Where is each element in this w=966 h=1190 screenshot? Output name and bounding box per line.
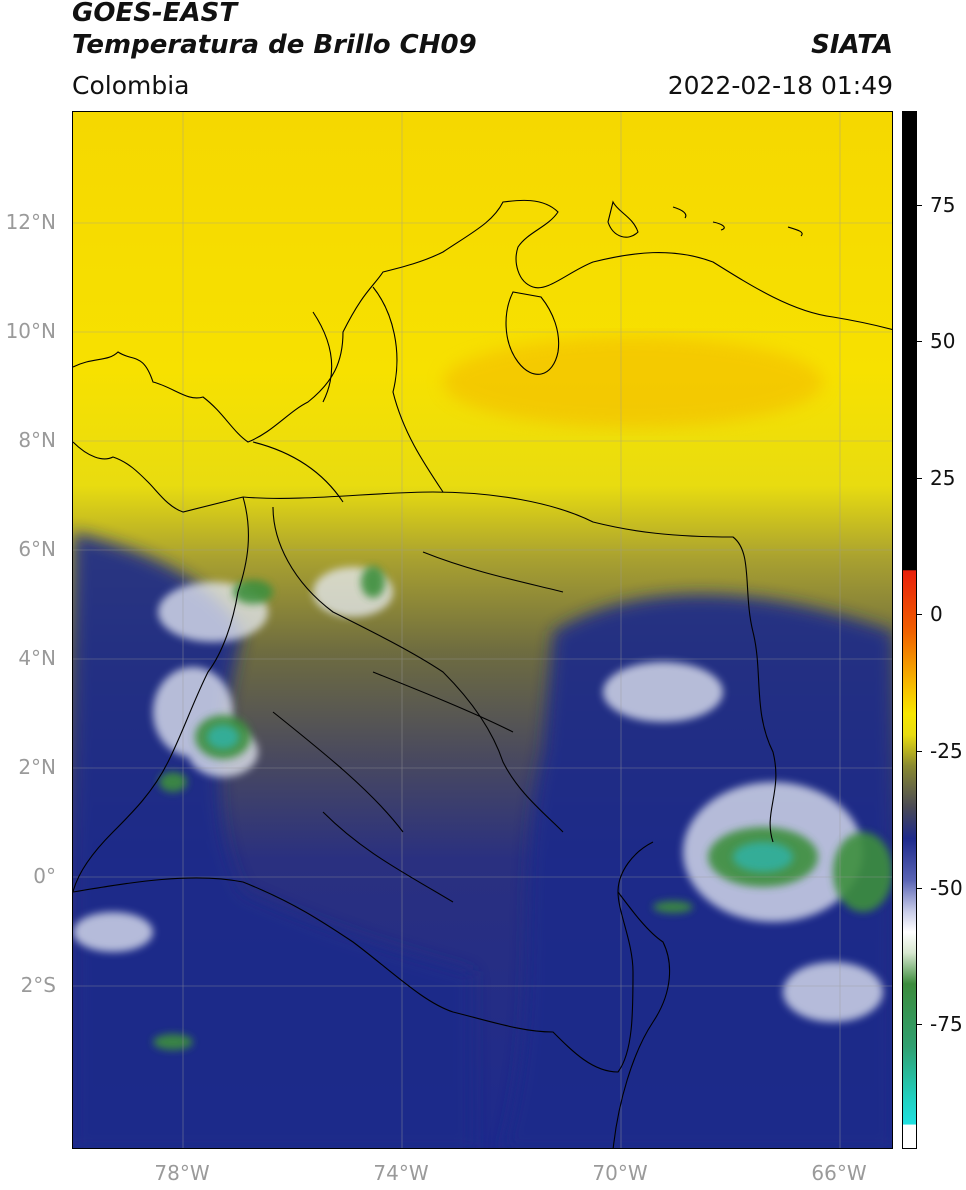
lon-label-66w: 66°W xyxy=(811,1161,867,1185)
satellite-map[interactable] xyxy=(72,111,893,1149)
lat-label-10n: 10°N xyxy=(5,319,56,343)
colorbar-label-minus50: -50 xyxy=(930,876,963,900)
colorbar-tick-mark xyxy=(917,751,922,752)
colorbar-label-25: 25 xyxy=(930,466,956,490)
lat-label-6n: 6°N xyxy=(18,537,56,561)
department-borders-1 xyxy=(272,506,564,833)
region-label: Colombia xyxy=(72,71,190,100)
colorbar-label-50: 50 xyxy=(930,329,956,353)
colorbar-tick-mark xyxy=(917,205,922,206)
brazil-border xyxy=(612,891,671,1148)
guajira-island xyxy=(607,200,639,238)
colorbar-label-minus25: -25 xyxy=(930,739,963,763)
lat-label-2n: 2°N xyxy=(18,755,56,779)
lon-label-70w: 70°W xyxy=(592,1161,648,1185)
gridlines xyxy=(73,112,892,1148)
title-satellite: GOES-EAST xyxy=(72,0,238,28)
colorbar-gradient xyxy=(903,112,916,1148)
lake-maracaibo xyxy=(505,291,560,375)
lat-label-0: 0° xyxy=(33,864,56,888)
lat-label-12n: 12°N xyxy=(5,210,56,234)
colorbar-label-0: 0 xyxy=(930,602,943,626)
pacific-coast xyxy=(73,496,249,893)
colorbar-tick-mark xyxy=(917,341,922,342)
department-borders-3 xyxy=(272,551,564,903)
title-product: Temperatura de Brillo CH09 xyxy=(72,30,477,60)
colorbar-label-minus75: -75 xyxy=(930,1012,963,1036)
caribbean-islands xyxy=(672,206,803,237)
coldest-tops xyxy=(207,725,793,872)
colorbar-label-75: 75 xyxy=(930,193,956,217)
map-canvas xyxy=(73,112,892,1148)
lat-label-8n: 8°N xyxy=(18,428,56,452)
department-borders-2 xyxy=(252,286,444,503)
colorbar-tick-mark xyxy=(917,1024,922,1025)
warm-area xyxy=(443,337,823,427)
lon-label-74w: 74°W xyxy=(373,1161,429,1185)
colorbar-tick-mark xyxy=(917,478,922,479)
coastlines-borders xyxy=(73,199,892,1148)
ecuador-peru-border xyxy=(73,841,654,1073)
source-label: SIATA xyxy=(811,30,893,60)
panama-border xyxy=(73,441,244,513)
lat-label-4n: 4°N xyxy=(18,646,56,670)
lon-label-78w: 78°W xyxy=(154,1161,210,1185)
timestamp-label: 2022-02-18 01:49 xyxy=(667,71,893,100)
colorbar xyxy=(902,111,917,1149)
venezuela-border xyxy=(242,491,777,843)
lat-label-2s: 2°S xyxy=(20,973,56,997)
colorbar-tick-mark xyxy=(917,614,922,615)
colorbar-tick-mark xyxy=(917,888,922,889)
caribbean-coast xyxy=(73,199,892,443)
